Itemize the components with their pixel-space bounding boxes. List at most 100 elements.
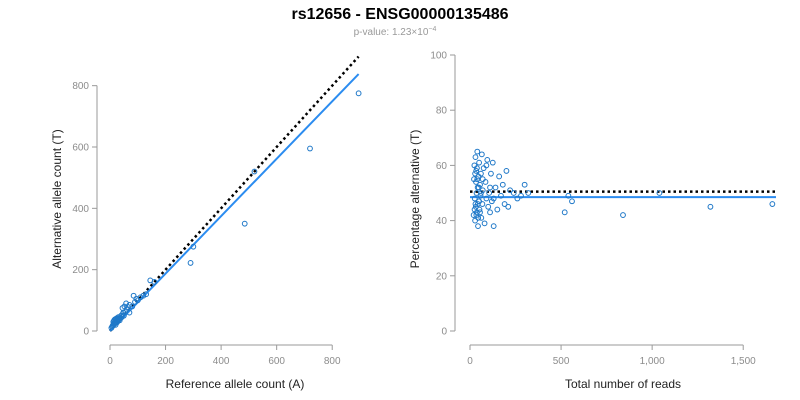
data-point [565,192,572,199]
data-point [498,192,504,199]
left-x-axis-label: Reference allele count (A) [166,377,305,391]
data-point [355,90,362,97]
data-point [484,156,491,163]
data-point [307,145,313,152]
data-point [123,300,130,307]
percentage-panel: 0 20 40 60 80 100 0 500 1,000 1,500 Total number o… [408,51,776,391]
data-point [121,303,128,310]
data-point [471,195,478,202]
data-point [132,298,138,305]
data-point [241,220,248,227]
data-point [620,212,626,218]
data-point [707,203,714,210]
chart-title: rs12656 - ENSG00000135486 [291,6,508,23]
data-point [499,181,506,188]
data-point [474,148,481,155]
y-tick-label: 60 [436,161,448,172]
y-tick-label: 100 [430,51,447,62]
data-point [474,176,481,183]
data-point [477,192,484,199]
data-point [490,223,497,230]
data-point [483,162,490,169]
y-tick-label: 40 [436,216,448,227]
data-point [473,168,480,174]
x-tick-label: 0 [107,356,113,367]
right-x-axis-label: Total number of reads [565,377,681,391]
data-point [190,243,197,250]
data-point [478,170,484,177]
data-point [112,317,119,324]
data-point [514,195,521,202]
data-point [126,302,133,308]
data-point [482,179,489,185]
data-point [569,198,575,205]
data-point [130,292,137,299]
data-point [489,159,496,166]
data-point [496,173,503,180]
data-point [492,184,499,191]
data-point [501,201,508,207]
y-tick-label: 20 [436,271,448,282]
data-point [475,214,482,221]
data-point [474,165,480,172]
data-point [494,206,501,213]
data-point [251,168,258,175]
y-tick-label: 0 [83,327,89,338]
data-point [510,190,517,196]
data-point [187,260,194,266]
reference-line [109,55,360,332]
x-tick-label: 1,500 [731,356,756,367]
y-tick-label: 600 [72,143,89,154]
data-point [518,192,524,199]
data-point [129,303,136,310]
y-tick-label: 0 [441,327,447,338]
data-point [487,209,493,216]
p-value-text: p-value: 1.23×10 [354,27,429,38]
data-point [521,181,528,188]
x-tick-label: 800 [324,356,341,367]
data-point [120,312,127,319]
fit-line [109,73,360,332]
data-point [115,315,122,322]
left-y-axis-label: Alternative allele count (T) [50,129,64,268]
data-point [656,190,663,196]
chart-subtitle: p-value: 1.23×10−4 [354,26,437,38]
allele-count-panel: 0 200 400 600 800 0 200 400 600 800 Reference alle… [50,55,362,391]
data-point [478,151,485,158]
y-tick-label: 400 [72,204,89,215]
data-point [488,170,494,177]
x-tick-label: 200 [157,356,174,367]
x-tick-label: 600 [268,356,285,367]
data-point [477,181,483,188]
data-point [561,209,568,216]
data-point [471,206,478,213]
data-point [479,176,486,183]
data-point [478,214,485,221]
data-point [472,217,479,224]
data-point [140,292,147,299]
data-point [472,170,479,177]
data-point [487,184,493,191]
data-point [503,168,510,174]
data-point [474,201,481,207]
data-point [472,201,479,207]
y-tick-label: 200 [72,265,89,276]
data-point [769,201,776,207]
data-point [481,220,488,227]
x-tick-label: 1,000 [640,356,665,367]
data-point [478,190,484,196]
right-y-axis-label: Percentage alternative (T) [408,130,422,269]
data-point [151,279,158,285]
data-point [483,195,490,202]
data-point [507,187,513,194]
data-point [143,291,150,298]
data-point [485,203,492,210]
data-point [525,190,532,196]
data-point [111,320,118,327]
y-tick-label: 80 [436,106,448,117]
x-tick-label: 0 [467,356,473,367]
data-point [490,195,497,202]
y-tick-label: 800 [72,81,89,92]
data-point [480,165,487,172]
